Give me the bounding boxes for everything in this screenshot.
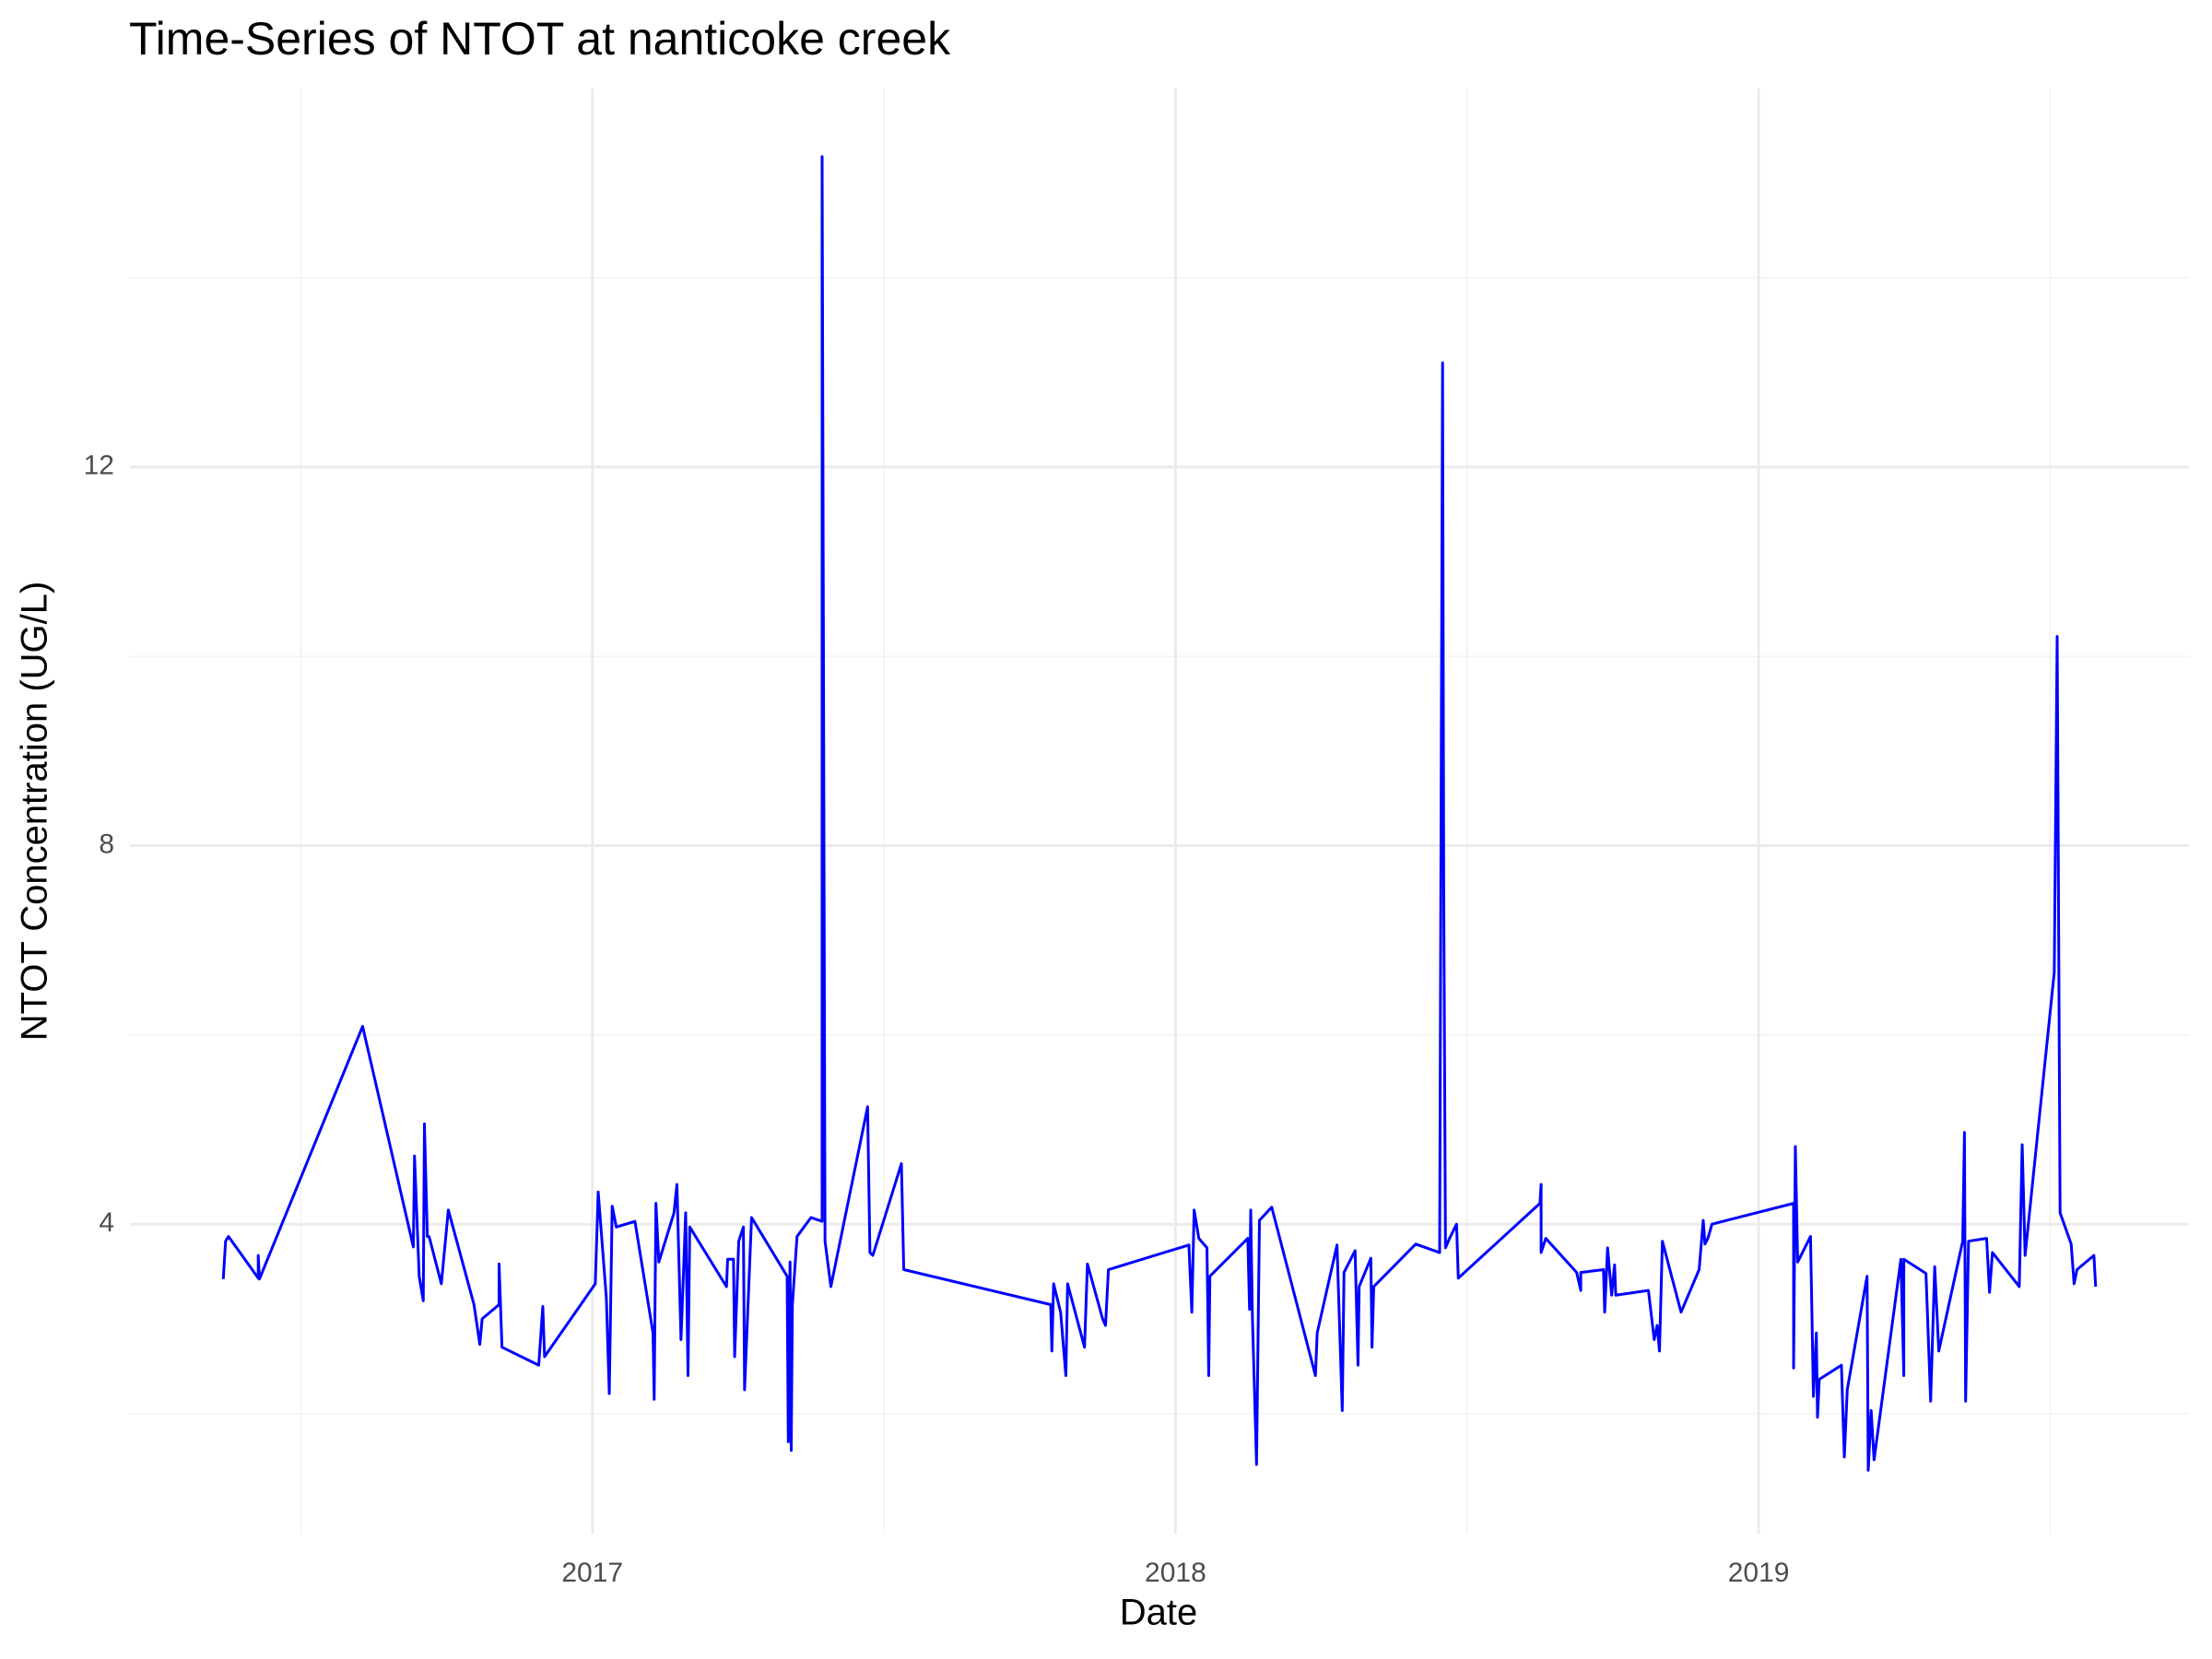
x-tick-label: 2018 [1145, 1558, 1206, 1588]
data-line [221, 155, 2098, 1472]
x-tick-label: 2017 [561, 1558, 623, 1588]
x-tick-label: 2019 [1728, 1558, 1790, 1588]
y-tick-label: 4 [99, 1207, 114, 1238]
x-axis-title: Date [1120, 1593, 1198, 1633]
y-tick-label: 8 [99, 829, 114, 859]
chart-title: Time-Series of NTOT at nanticoke creek [129, 13, 951, 65]
y-tick-label: 12 [84, 451, 114, 481]
y-axis-title: NTOT Concentration (UG/L) [15, 582, 55, 1041]
